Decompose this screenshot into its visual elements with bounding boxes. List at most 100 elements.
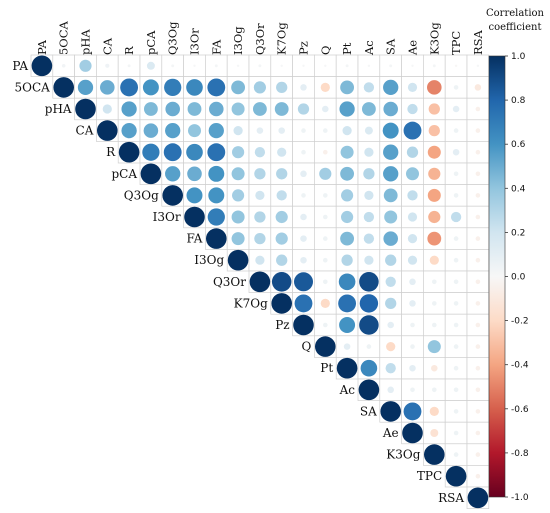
corr-circle-Pt-TPC (453, 365, 459, 371)
corr-circle-pHA-Pz (297, 103, 310, 115)
corr-circle-R-Ae (406, 146, 419, 158)
corr-circle-pHA-Q3Or (252, 102, 267, 116)
corr-circle-PA-Q (324, 64, 327, 68)
corr-circle-Ae-Ae (402, 422, 423, 444)
corr-circle-pCA-Q (319, 167, 332, 180)
corr-circle-CA-I3Or (187, 124, 202, 138)
corr-circle-FA-RSA (475, 236, 481, 241)
corr-circle-Q3Or-SA (385, 276, 396, 287)
corr-circle-Q3Og-Q3Or (255, 190, 265, 201)
corr-circle-pHA-I3Or (187, 102, 202, 116)
corr-circle-pHA-Q (322, 105, 329, 113)
corr-circle-Pt-K3Og (431, 364, 438, 372)
corr-circle-Pz-Ae (410, 322, 415, 328)
corr-circle-pHA-K3Og (428, 103, 440, 115)
corr-circle-Q3Og-K3Og (427, 188, 441, 202)
corr-circle-Q-Pt (343, 343, 351, 350)
corr-circle-K7Og-Q (320, 298, 330, 309)
corr-circle-I3Og-K3Og (429, 255, 439, 265)
corr-circle-Q3Og-Q (323, 193, 328, 198)
corr-circle-I3Or-I3Or (184, 206, 205, 228)
corr-circle-I3Or-Pt (341, 210, 354, 224)
corr-circle-CA-K3Og (428, 124, 440, 137)
corr-circle-CA-Ae (403, 121, 422, 140)
corr-circle-5OCA-R (120, 78, 139, 97)
corr-circle-PA-I3Og (236, 64, 240, 68)
corr-circle-5OCA-pCA (142, 79, 159, 96)
corr-circle-Ac-K3Og (432, 387, 437, 393)
column-label-I3Og: I3Og (231, 26, 245, 55)
corr-circle-5OCA-pHA (77, 79, 94, 96)
corr-circle-PA-pHA (79, 59, 92, 72)
corr-circle-R-Pt (340, 145, 354, 159)
corr-circle-I3Or-Pz (300, 213, 307, 221)
corr-circle-R-FA (207, 143, 226, 162)
corr-circle-PA-5OCA (61, 64, 66, 68)
corr-circle-Q3Or-K3Og (432, 279, 437, 285)
colorbar-tick-label: 0.4 (511, 184, 526, 194)
corr-circle-Q3Or-Pz (294, 272, 313, 292)
colorbar: Correlation coefficient 1.0 0.8 0.6 0.4 0.2 0… (486, 8, 545, 503)
corr-circle-5OCA-CA (100, 80, 115, 95)
column-label-K3Og: K3Og (427, 22, 441, 55)
corr-circle-I3Or-SA (384, 210, 398, 224)
column-label-Pz: Pz (297, 41, 311, 55)
corr-circle-Q-Q (315, 336, 336, 357)
corr-circle-Q3Og-FA (208, 187, 225, 204)
corr-circle-pCA-TPC (453, 171, 459, 177)
colorbar-tick-label: 0.0 (511, 273, 526, 283)
corr-circle-5OCA-Ac (363, 82, 375, 93)
row-label-TPC: TPC (417, 469, 442, 483)
corr-circle-pCA-Q3Og (165, 166, 181, 182)
column-label-I3Or: I3Or (188, 28, 202, 55)
corr-circle-Pz-Pz (293, 314, 314, 336)
corr-circle-Q3Og-I3Or (186, 187, 203, 204)
corr-circle-K3Og-TPC (453, 452, 459, 457)
corr-circle-pCA-Ac (363, 168, 375, 180)
corr-circle-pCA-I3Og (231, 167, 245, 181)
row-label-RSA: RSA (438, 491, 464, 505)
corr-circle-R-R (118, 141, 140, 163)
corr-circle-pCA-FA (208, 165, 225, 182)
corr-circle-Ac-TPC (453, 387, 459, 393)
column-label-SA: SA (384, 38, 398, 55)
corr-circle-CA-Q3Og (165, 122, 181, 139)
corr-circle-5OCA-Q3Og (164, 78, 182, 97)
corr-circle-5OCA-I3Or (186, 79, 203, 96)
corr-circle-PA-FA (214, 64, 218, 68)
column-label-K7Og: K7Og (275, 22, 289, 55)
corr-circle-I3Or-Ac (363, 211, 375, 223)
column-label-Q3Or: Q3Or (253, 23, 267, 55)
row-label-Pz: Pz (275, 318, 289, 332)
corr-circle-PA-RSA (476, 64, 480, 68)
corr-circle-CA-pCA (143, 123, 159, 138)
corr-circle-Pz-Ac (359, 315, 379, 335)
corr-circle-FA-SA (383, 231, 398, 246)
corr-circle-R-I3Og (232, 146, 245, 159)
corr-circle-Q3Or-K7Og (271, 272, 292, 292)
row-label-CA: CA (76, 124, 94, 138)
colorbar-title-line-1: Correlation (486, 8, 545, 19)
corr-circle-Pt-SA (385, 363, 396, 374)
corr-circle-Q3Og-Ae (407, 190, 418, 201)
corr-circle-I3Og-Pz (300, 256, 307, 264)
corr-circle-pHA-I3Og (231, 102, 245, 116)
corr-circle-PA-Pt (345, 64, 349, 68)
corr-circle-Q3Or-TPC (453, 279, 459, 285)
corr-circle-FA-Ac (363, 233, 375, 244)
corr-circle-K7Og-RSA (475, 301, 481, 306)
corr-circle-I3Og-Q3Or (255, 255, 265, 265)
row-label-SA: SA (360, 404, 377, 418)
corr-circle-Q3Og-TPC (453, 193, 459, 198)
corr-circle-Pz-Q (323, 322, 328, 328)
row-label-R: R (106, 145, 116, 159)
corr-circle-Q3Og-Ac (364, 190, 374, 201)
corr-circle-Pz-Pt (339, 317, 356, 333)
corr-circle-pHA-CA (102, 104, 112, 114)
row-label-K3Og: K3Og (386, 448, 420, 462)
row-label-Ac: Ac (339, 383, 356, 397)
corr-circle-I3Or-RSA (475, 214, 481, 220)
corr-circle-5OCA-Pt (340, 80, 355, 95)
row-label-Pt: Pt (320, 361, 333, 375)
